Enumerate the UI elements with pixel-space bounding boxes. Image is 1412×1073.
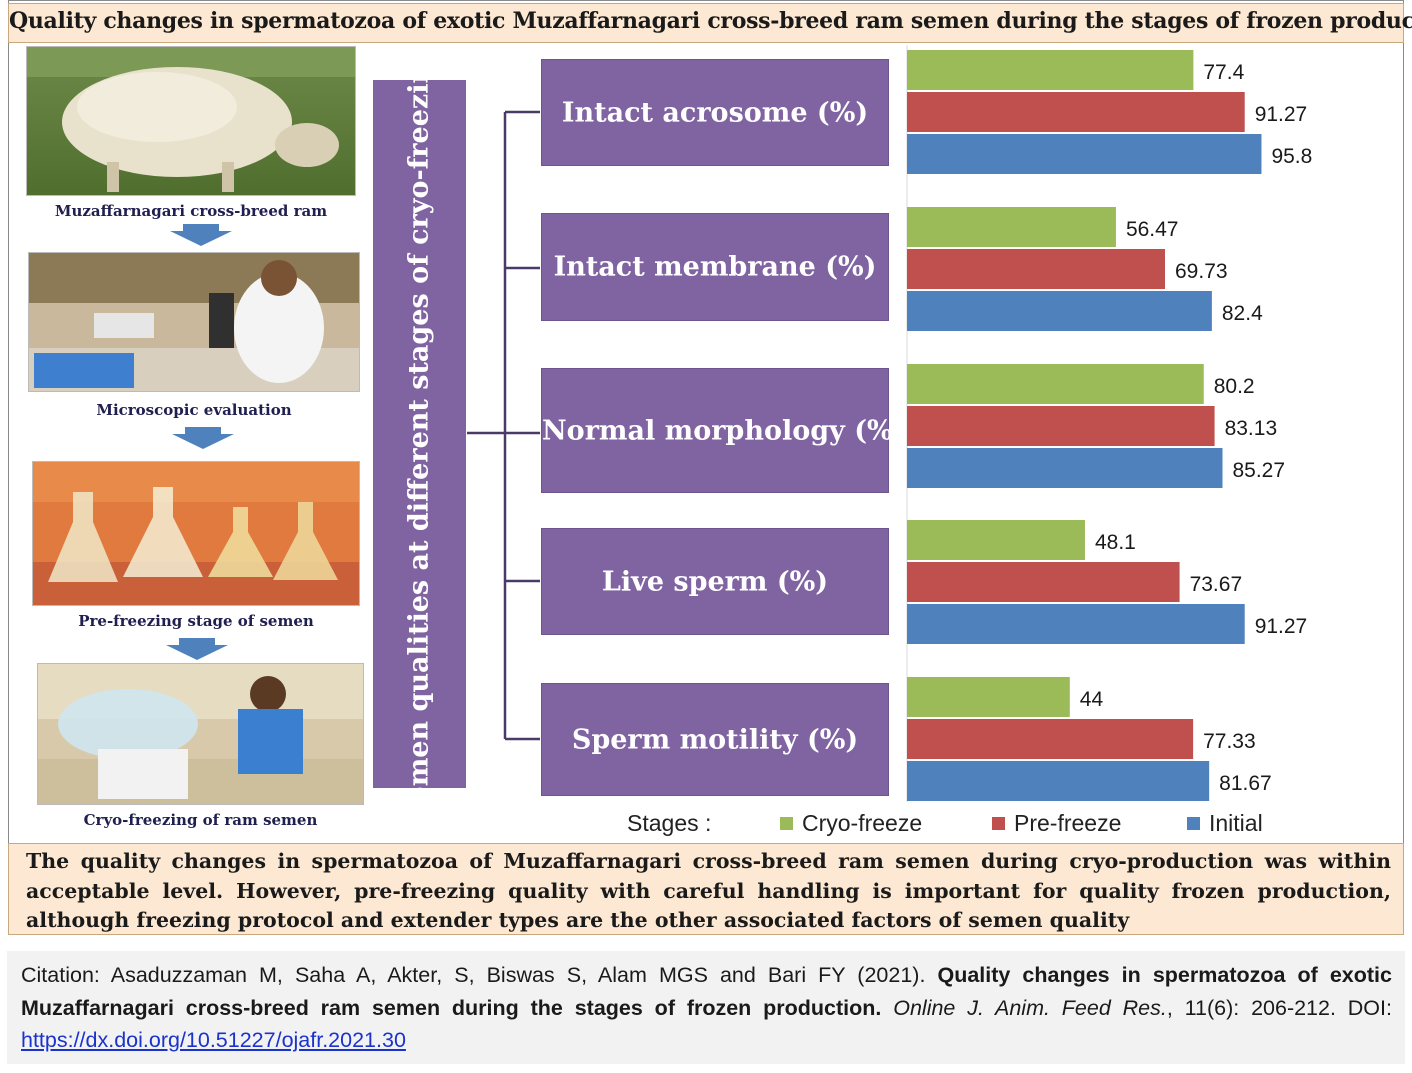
citation-volume-pages: , 11(6): 206-212. DOI: (1166, 995, 1392, 1020)
citation-article-title: Quality changes in spermatozoa of exotic… (21, 963, 1392, 1020)
category-box-normal-morphology: Normal morphology (%) (541, 368, 906, 493)
legend-item-initial: Initial (1187, 810, 1263, 837)
semen-qualities-banner-label: Semen qualities at different stages of c… (403, 45, 435, 823)
category-box-intact-membrane: Intact membrane (%) (541, 213, 889, 321)
step-caption-cryo-freezing: Cryo-freezing of ram semen (83, 811, 318, 829)
step-caption-pre-freezing: Pre-freezing stage of semen (78, 612, 314, 630)
citation-prefix: Citation: Asaduzzaman M, Saha A, Akter, … (21, 963, 938, 987)
category-label-intact-acrosome: Intact acrosome (%) (561, 97, 869, 128)
doi-link[interactable]: https://dx.doi.org/10.51227/ojafr.2021.3… (21, 1028, 406, 1052)
legend-item-pre-freeze: Pre-freeze (992, 810, 1121, 837)
category-label-sperm-motility: Sperm motility (%) (571, 724, 859, 755)
legend-item-cryo-freeze: Cryo-freeze (780, 810, 922, 837)
figure-title: Quality changes in spermatozoa of exotic… (9, 8, 1412, 34)
semen-qualities-banner: Semen qualities at different stages of c… (373, 45, 466, 823)
legend-label-cryo-freeze: Cryo-freeze (802, 810, 923, 836)
category-label-live-sperm: Live sperm (%) (601, 566, 829, 597)
legend-swatch-initial (1187, 817, 1200, 830)
step-caption-ram: Muzaffarnagari cross-breed ram (54, 202, 328, 220)
category-box-live-sperm: Live sperm (%) (541, 528, 889, 635)
legend-swatch-pre-freeze (992, 817, 1005, 830)
cryo-freezing-photo (37, 663, 364, 805)
category-label-normal-morphology: Normal morphology (%) (542, 415, 906, 446)
legend-title: Stages : (627, 810, 712, 836)
category-label-intact-membrane: Intact membrane (%) (553, 251, 877, 283)
pre-freezing-photo (32, 461, 360, 606)
microscope-photo (28, 252, 360, 392)
down-arrow-icon (172, 427, 234, 449)
legend-swatch-cryo-freeze (780, 817, 793, 830)
ram-photo (26, 46, 356, 196)
citation-journal: Online J. Anim. Feed Res. (893, 995, 1167, 1020)
category-box-intact-acrosome: Intact acrosome (%) (541, 59, 889, 166)
summary-text: The quality changes in spermatozoa of Mu… (26, 849, 1391, 932)
legend-label-initial: Initial (1209, 810, 1263, 836)
summary-bar: The quality changes in spermatozoa of Mu… (8, 843, 1404, 935)
chart-legend: Stages : Cryo-freeze Pre-freeze Initial (620, 806, 1380, 840)
down-arrow-icon (166, 638, 228, 660)
title-bar: Quality changes in spermatozoa of exotic… (8, 3, 1412, 43)
legend-label-pre-freeze: Pre-freeze (1014, 810, 1122, 836)
citation-text: Citation: Asaduzzaman M, Saha A, Akter, … (21, 959, 1392, 1057)
down-arrow-icon (170, 224, 232, 246)
citation-box: Citation: Asaduzzaman M, Saha A, Akter, … (7, 951, 1405, 1064)
category-box-sperm-motility: Sperm motility (%) (541, 683, 889, 796)
step-caption-microscopic: Microscopic evaluation (96, 401, 292, 419)
